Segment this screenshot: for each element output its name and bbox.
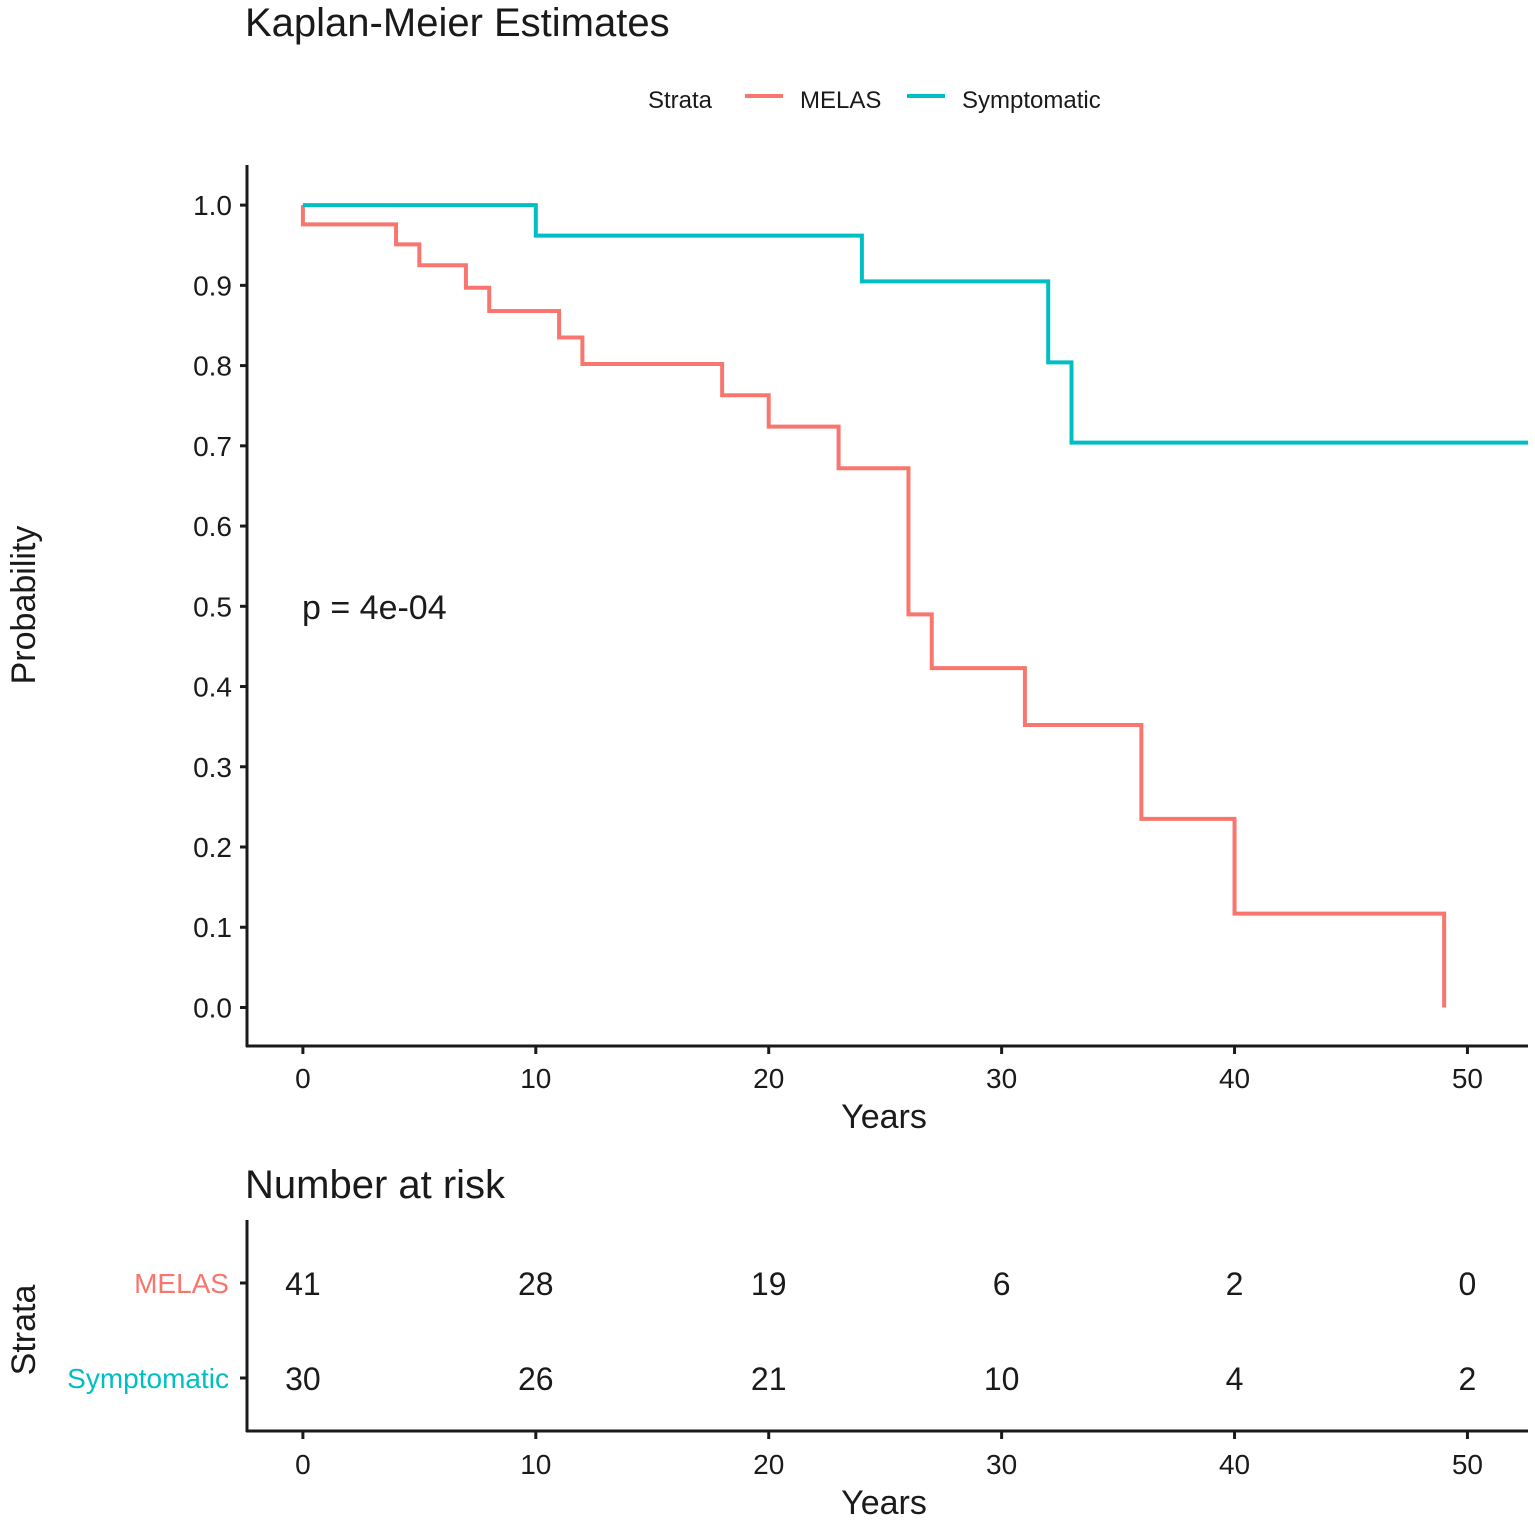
y-tick-label: 0.0 (193, 992, 232, 1023)
risk-x-tick-label: 20 (753, 1449, 784, 1480)
risk-cell-melas: 6 (993, 1266, 1011, 1302)
risk-row-label-melas: MELAS (134, 1268, 229, 1299)
risk-cell-melas: 19 (751, 1266, 787, 1302)
risk-x-tick-label: 0 (295, 1449, 311, 1480)
risk-x-axis-label: Years (841, 1484, 927, 1522)
y-axis-ticks: 0.0 0.1 0.2 0.3 0.4 0.5 0.6 0.7 0.8 0.9 1.0 (193, 190, 247, 1023)
legend-title: Strata (648, 87, 713, 114)
risk-cell-symptomatic: 4 (1226, 1361, 1244, 1397)
y-axis-label: Probability (5, 526, 43, 685)
series-line-melas (300, 205, 1447, 1008)
risk-cell-melas: 0 (1459, 1266, 1477, 1302)
x-tick-label: 40 (1219, 1063, 1250, 1094)
x-tick-label: 10 (520, 1063, 551, 1094)
legend-label-melas: MELAS (800, 87, 881, 114)
risk-x-tick-label: 10 (520, 1449, 551, 1480)
y-tick-label: 0.7 (193, 431, 232, 462)
y-tick-label: 0.6 (193, 511, 232, 542)
p-value-annotation: p = 4e-04 (302, 589, 447, 627)
risk-x-tick-label: 50 (1452, 1449, 1483, 1480)
km-plot: Kaplan-Meier Estimates Strata MELAS Symp… (5, 1, 1528, 1136)
risk-cell-melas: 28 (518, 1266, 554, 1302)
legend: Strata MELAS Symptomatic (648, 87, 1101, 114)
risk-x-tick-label: 30 (986, 1449, 1017, 1480)
y-tick-label: 0.4 (193, 672, 232, 703)
x-tick-label: 30 (986, 1063, 1017, 1094)
risk-row-label-symptomatic: Symptomatic (67, 1363, 229, 1394)
chart-title: Kaplan-Meier Estimates (245, 1, 670, 45)
y-tick-label: 0.2 (193, 832, 232, 863)
series-line-symptomatic (302, 203, 1528, 445)
y-tick-label: 0.8 (193, 351, 232, 382)
y-tick-label: 0.1 (193, 912, 232, 943)
risk-cell-melas: 2 (1226, 1266, 1244, 1302)
risk-table: Number at risk MELAS 41 28 19 6 2 0Symptomatic… (5, 1163, 1528, 1522)
risk-cell-symptomatic: 26 (518, 1361, 554, 1397)
risk-cell-melas: 41 (285, 1266, 321, 1302)
risk-cell-symptomatic: 30 (285, 1361, 321, 1397)
y-tick-label: 0.9 (193, 270, 232, 301)
x-tick-label: 20 (753, 1063, 784, 1094)
x-tick-label: 0 (295, 1063, 311, 1094)
x-axis-label: Years (841, 1098, 927, 1136)
y-tick-label: 0.5 (193, 591, 232, 622)
x-axis-ticks: 0 10 20 30 40 50 (295, 1046, 1483, 1094)
risk-cell-symptomatic: 21 (751, 1361, 787, 1397)
legend-label-symptomatic: Symptomatic (962, 87, 1101, 114)
risk-cell-symptomatic: 10 (984, 1361, 1020, 1397)
risk-table-title: Number at risk (245, 1163, 506, 1207)
x-tick-label: 50 (1452, 1063, 1483, 1094)
survival-curves (300, 203, 1528, 1008)
risk-x-tick-label: 40 (1219, 1449, 1250, 1480)
risk-rows: MELAS 41 28 19 6 2 0 Symptomatic 30 26 21 10 4 2 (67, 1266, 1476, 1397)
risk-x-axis-ticks: 0 10 20 30 40 50 (295, 1431, 1483, 1480)
y-tick-label: 1.0 (193, 190, 232, 221)
risk-cell-symptomatic: 2 (1459, 1361, 1477, 1397)
y-tick-label: 0.3 (193, 752, 232, 783)
risk-y-axis-label: Strata (5, 1285, 43, 1376)
